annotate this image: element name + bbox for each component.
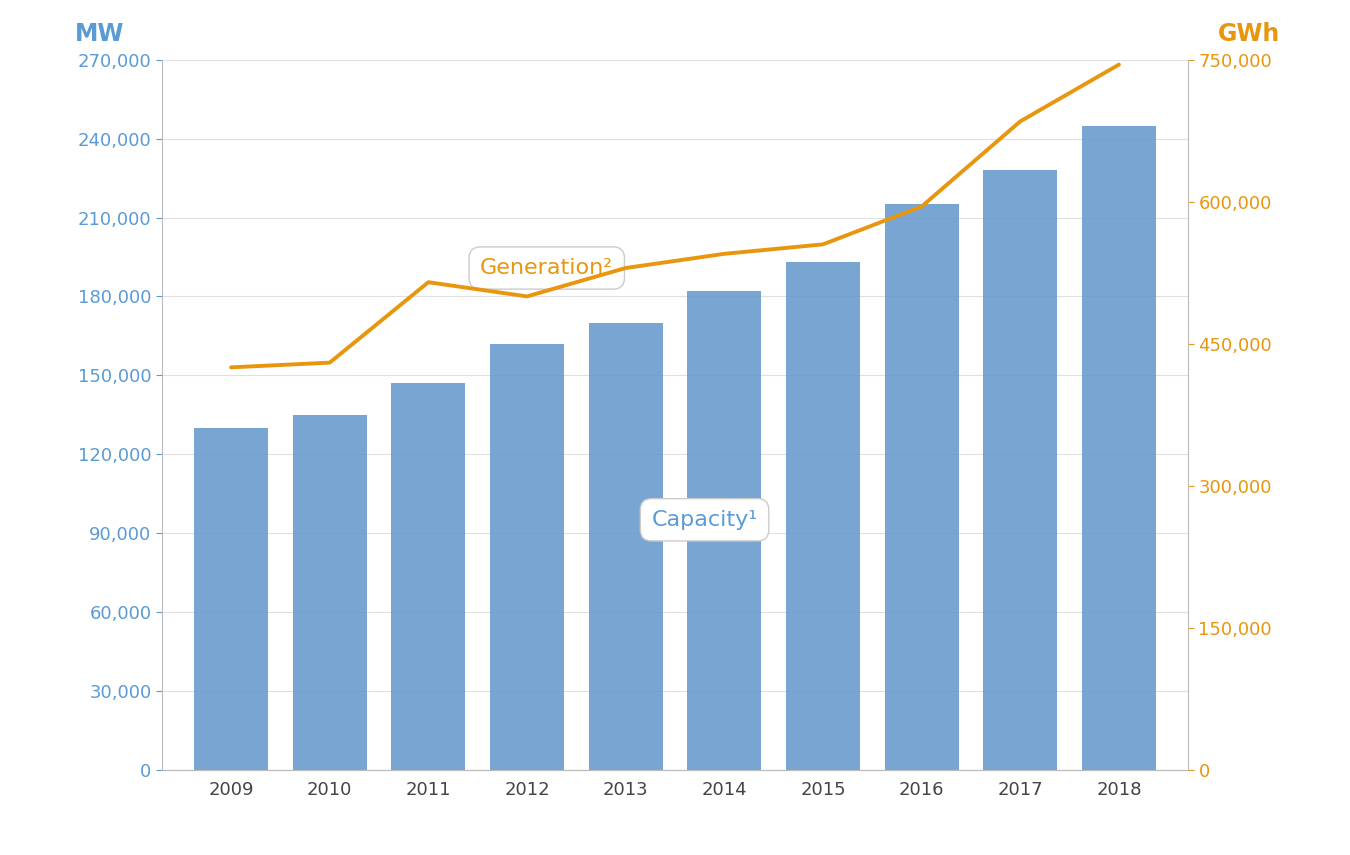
Bar [194,428,269,770]
Bar [589,322,663,770]
Text: MW: MW [74,21,124,45]
Text: Generation²: Generation² [481,258,613,278]
Bar [1081,126,1156,770]
Text: GWh: GWh [1218,21,1280,45]
Bar [983,170,1057,770]
Text: Capacity¹: Capacity¹ [652,510,757,530]
Bar [392,383,466,770]
Bar [687,292,761,770]
Bar [293,415,367,770]
Bar [786,262,860,770]
Bar [884,204,958,770]
Bar [490,344,564,770]
